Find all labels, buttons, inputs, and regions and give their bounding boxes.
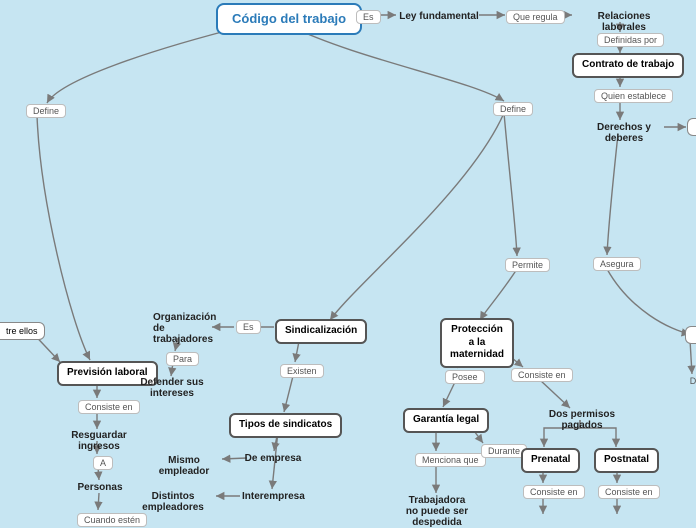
lbl-a: A bbox=[93, 456, 113, 470]
lbl-consiste-mat: Consiste en bbox=[511, 368, 573, 382]
lbl-define-l: Define bbox=[26, 104, 66, 118]
lbl-asegura: Asegura bbox=[593, 257, 641, 271]
lbl-para: Para bbox=[166, 352, 199, 366]
node-relaciones: Relaciones laborales bbox=[575, 11, 673, 33]
node-contrato[interactable]: Contrato de trabajo bbox=[572, 53, 684, 78]
node-prenatal[interactable]: Prenatal bbox=[521, 448, 580, 473]
node-distintos: Distintos empleadores bbox=[126, 491, 220, 513]
lbl-es: Es bbox=[356, 10, 381, 24]
lbl-permite: Permite bbox=[505, 258, 550, 272]
node-tipos[interactable]: Tipos de sindicatos bbox=[229, 413, 342, 438]
node-inter: Interempresa bbox=[242, 491, 300, 502]
node-personas: Personas bbox=[76, 482, 124, 493]
root-node[interactable]: Código del trabajo bbox=[216, 3, 362, 35]
lbl-queregula: Que regula bbox=[506, 10, 565, 24]
lbl-posee: Posee bbox=[445, 370, 485, 384]
lbl-consiste3: Consiste en bbox=[598, 485, 660, 499]
lbl-cuando: Cuando estén bbox=[77, 513, 147, 527]
cut-right-d: D bbox=[686, 376, 696, 386]
node-deempresa: De empresa bbox=[244, 453, 302, 464]
node-mismo: Mismo empleador bbox=[142, 455, 226, 477]
node-trabajadora: Trabajadora no puede ser despedida bbox=[402, 495, 472, 528]
lbl-define-r: Define bbox=[493, 102, 533, 116]
node-ley: Ley fundamental bbox=[399, 11, 479, 22]
node-sindical[interactable]: Sindicalización bbox=[275, 319, 367, 344]
cut-right-top bbox=[687, 118, 696, 136]
lbl-consiste2: Consiste en bbox=[523, 485, 585, 499]
lbl-quien: Quien establece bbox=[594, 89, 673, 103]
cut-entre: tre ellos bbox=[0, 322, 45, 340]
node-resguardar: Resguardar ingresos bbox=[50, 430, 148, 452]
node-org: Organización de trabajadores bbox=[153, 312, 209, 345]
node-proteccion[interactable]: Protección a la maternidad bbox=[440, 318, 514, 368]
lbl-menciona: Menciona que bbox=[415, 453, 486, 467]
node-postnatal[interactable]: Postnatal bbox=[594, 448, 659, 473]
lbl-consiste-prev: Consiste en bbox=[78, 400, 140, 414]
lbl-existen: Existen bbox=[280, 364, 324, 378]
cut-right-mid bbox=[685, 326, 696, 344]
lbl-definidas: Definidas por bbox=[597, 33, 664, 47]
node-defender: Defender sus intereses bbox=[122, 377, 222, 399]
node-derechos: Derechos y deberes bbox=[579, 122, 669, 144]
node-dospermisos: Dos permisos pagados bbox=[530, 409, 634, 431]
node-garantia[interactable]: Garantía legal bbox=[403, 408, 489, 433]
lbl-es2: Es bbox=[236, 320, 261, 334]
